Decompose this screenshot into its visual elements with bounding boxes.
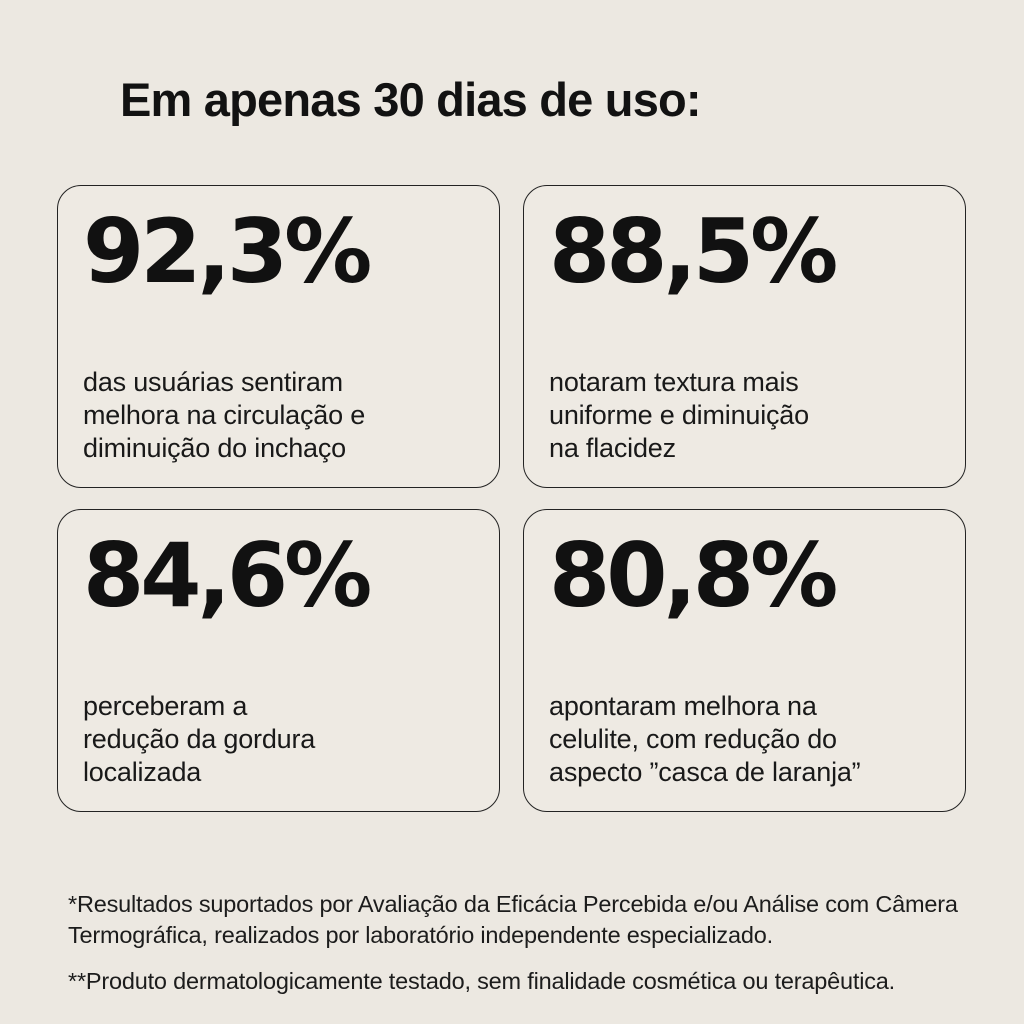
footnote-line: **Produto dermatologicamente testado, se… <box>68 968 895 994</box>
stat-description: perceberam a redução da gordura localiza… <box>83 690 475 791</box>
stat-description-line: localizada <box>83 757 202 787</box>
stat-card-circulation: 92,3% das usuárias sentiram melhora na c… <box>57 185 500 488</box>
stat-value: 88,5% <box>549 200 838 303</box>
stat-description-line: redução da gordura <box>83 724 316 754</box>
stat-card-fat-reduction: 84,6% perceberam a redução da gordura lo… <box>57 509 500 812</box>
stat-description: notaram textura mais uniforme e diminuiç… <box>549 366 941 467</box>
stat-value: 84,6% <box>83 524 372 627</box>
footnote-line: *Resultados suportados por Avaliação da … <box>68 891 958 917</box>
stat-description-line: aspecto ”casca de laranja” <box>549 757 861 787</box>
page-title: Em apenas 30 dias de uso: <box>120 73 702 126</box>
stat-card-texture: 88,5% notaram textura mais uniforme e di… <box>523 185 966 488</box>
stat-description-line: notaram textura mais <box>549 367 799 397</box>
stat-card-cellulite: 80,8% apontaram melhora na celulite, com… <box>523 509 966 812</box>
footnote-results-disclaimer: *Resultados suportados por Avaliação da … <box>68 889 968 951</box>
stat-description-line: na flacidez <box>549 433 676 463</box>
stat-description: das usuárias sentiram melhora na circula… <box>83 366 475 467</box>
stat-description-line: uniforme e diminuição <box>549 400 809 430</box>
stat-description-line: perceberam a <box>83 691 248 721</box>
stat-value: 92,3% <box>83 200 372 303</box>
footnotes: *Resultados suportados por Avaliação da … <box>68 889 968 1012</box>
stat-description: apontaram melhora na celulite, com reduç… <box>549 690 941 791</box>
stat-description-line: celulite, com redução do <box>549 724 837 754</box>
stat-description-line: diminuição do inchaço <box>83 433 346 463</box>
stat-description-line: apontaram melhora na <box>549 691 817 721</box>
stat-description-line: das usuárias sentiram <box>83 367 343 397</box>
footnote-line: Termográfica, realizados por laboratório… <box>68 922 773 948</box>
footnote-dermatology-disclaimer: **Produto dermatologicamente testado, se… <box>68 966 968 997</box>
stat-description-line: melhora na circulação e <box>83 400 366 430</box>
stat-value: 80,8% <box>549 524 838 627</box>
stats-grid: 92,3% das usuárias sentiram melhora na c… <box>57 185 966 812</box>
